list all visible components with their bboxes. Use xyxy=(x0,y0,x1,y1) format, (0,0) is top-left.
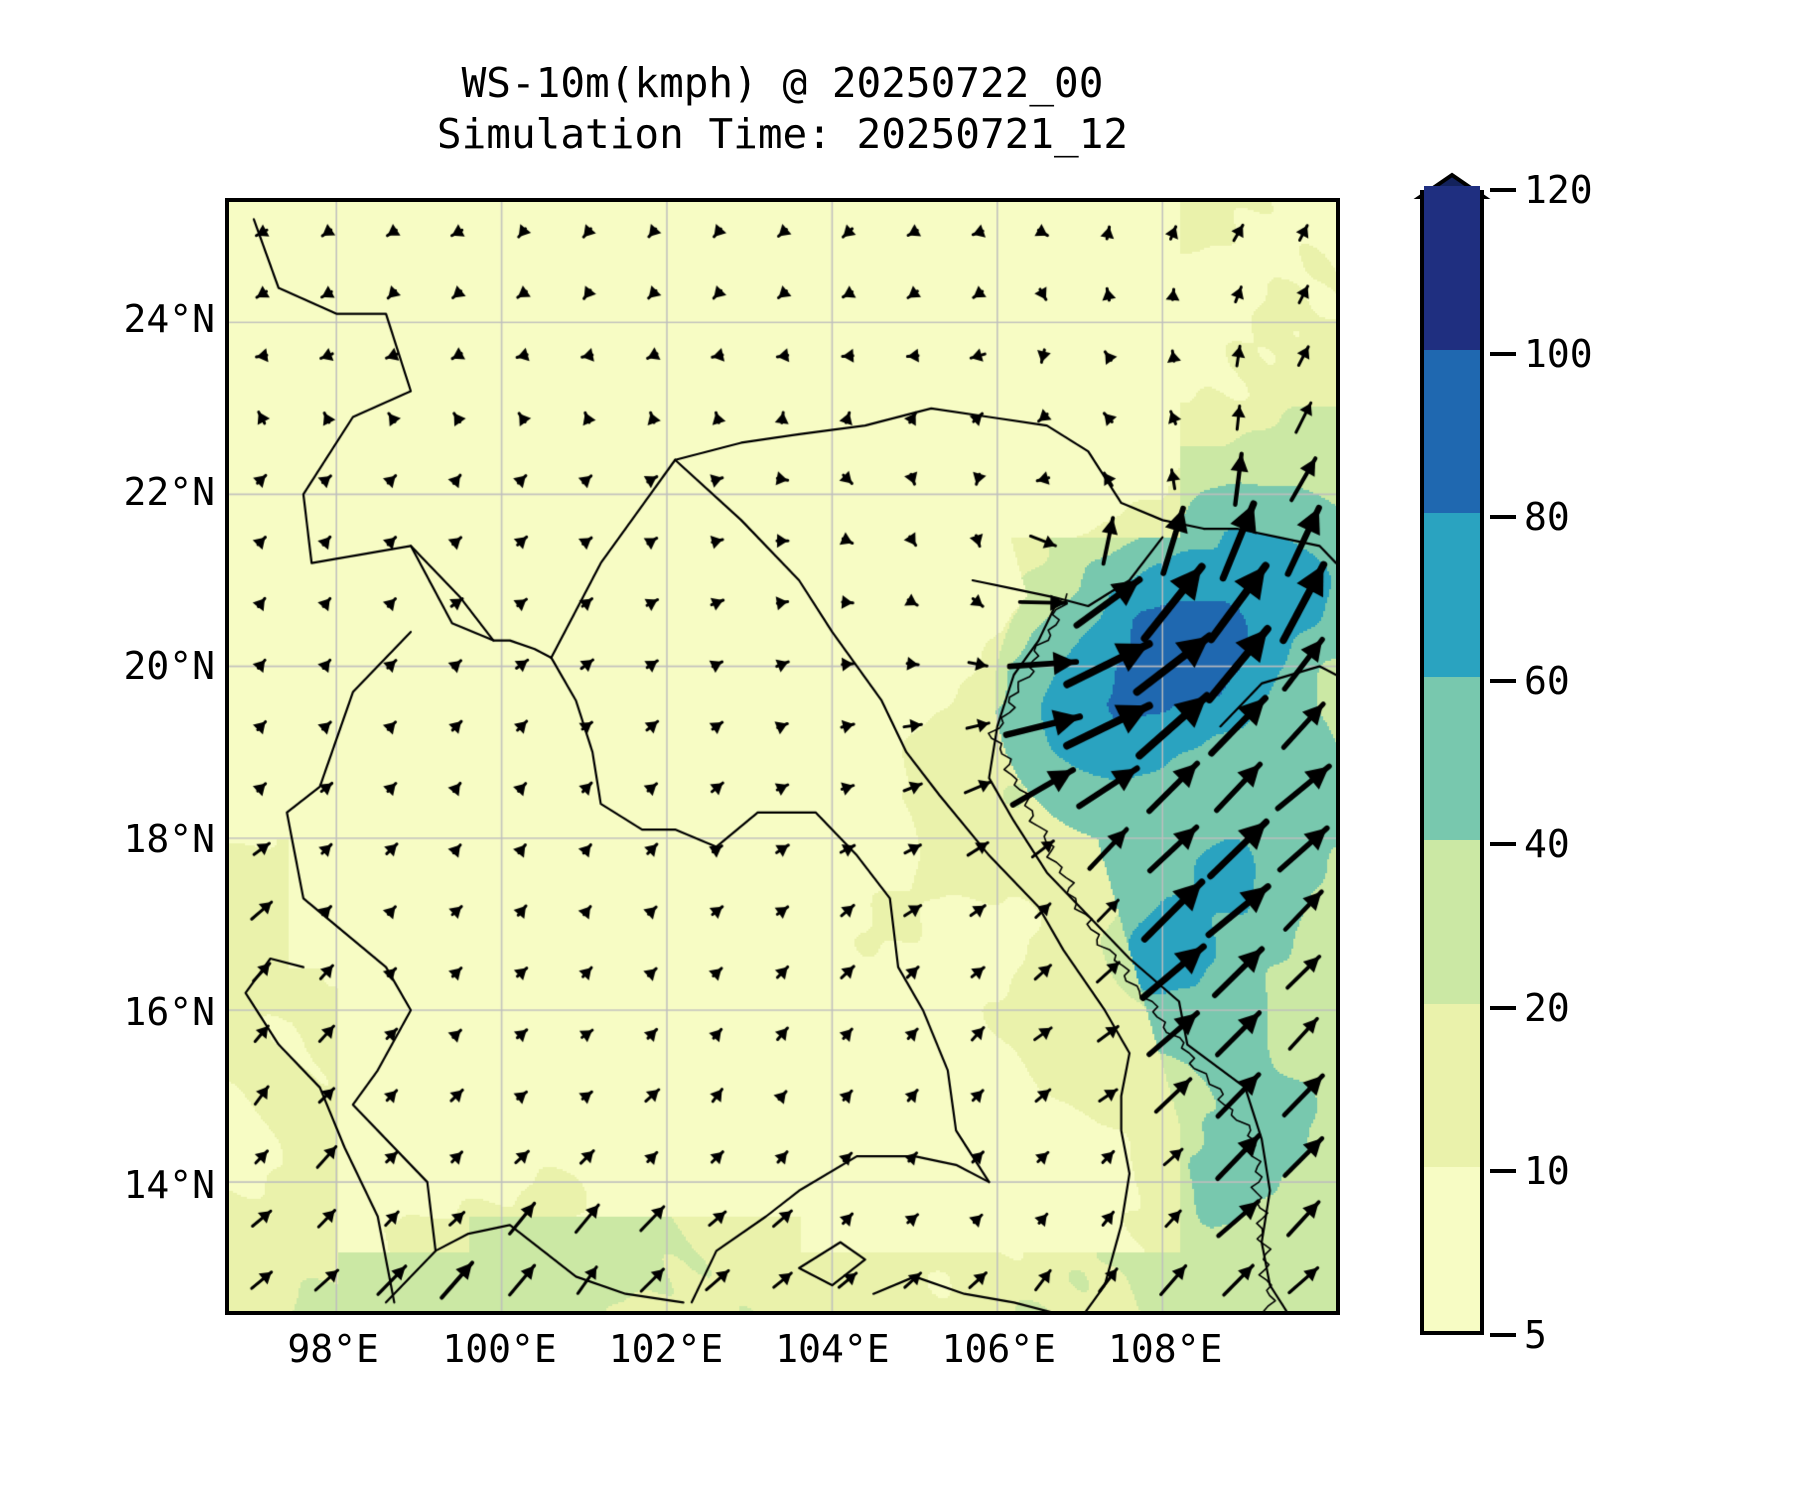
colorbar[interactable] xyxy=(1420,186,1484,1335)
colorbar-tick-mark xyxy=(1490,842,1516,847)
colorbar-tick-mark xyxy=(1490,678,1516,683)
colorbar-tick-mark xyxy=(1490,1005,1516,1010)
colorbar-segment xyxy=(1424,1003,1480,1168)
title-line-2: Simulation Time: 20250721_12 xyxy=(436,110,1129,159)
colorbar-segment xyxy=(1424,676,1480,841)
colorbar-tick-label: 40 xyxy=(1524,822,1570,867)
wind-speed-contour-map xyxy=(229,202,1336,1311)
colorbar-tick-label: 60 xyxy=(1524,658,1570,703)
colorbar-segment xyxy=(1424,349,1480,514)
colorbar-tick-label: 5 xyxy=(1524,1313,1547,1357)
colorbar-tick-mark xyxy=(1490,188,1516,192)
colorbar-tick-label: 120 xyxy=(1524,168,1593,212)
y-tick-label: 14°N xyxy=(123,1163,215,1208)
x-tick-label: 108°E xyxy=(1108,1327,1223,1371)
y-tick-label: 16°N xyxy=(123,989,215,1034)
colorbar-tick-mark xyxy=(1490,515,1516,520)
x-tick-label: 104°E xyxy=(775,1327,890,1371)
title-line-1: WS-10m(kmph) @ 20250722_00 xyxy=(461,59,1104,107)
x-tick-label: 102°E xyxy=(608,1327,724,1371)
colorbar-tick-label: 100 xyxy=(1524,331,1593,376)
colorbar-segment xyxy=(1424,186,1480,350)
colorbar-segment xyxy=(1424,513,1480,677)
colorbar-tick-label: 10 xyxy=(1524,1149,1570,1194)
x-tick-label: 98°E xyxy=(287,1327,379,1371)
y-tick-label: 18°N xyxy=(123,816,215,861)
x-tick-label: 100°E xyxy=(442,1327,557,1371)
y-tick-label: 20°N xyxy=(123,643,215,688)
y-tick-label: 24°N xyxy=(123,297,215,342)
map-plot-area xyxy=(225,198,1340,1315)
colorbar-segment xyxy=(1424,840,1480,1004)
colorbar-segment xyxy=(1424,1167,1480,1331)
chart-title: WS-10m(kmph) @ 20250722_00 Simulation Ti… xyxy=(225,58,1340,161)
colorbar-tick-label: 20 xyxy=(1524,985,1570,1030)
colorbar-tick-mark xyxy=(1490,1333,1516,1337)
colorbar-tick-mark xyxy=(1490,1169,1516,1174)
x-tick-label: 106°E xyxy=(941,1327,1057,1371)
y-tick-label: 22°N xyxy=(123,470,215,515)
colorbar-tick-mark xyxy=(1490,351,1516,356)
colorbar-tick-label: 80 xyxy=(1524,495,1570,540)
